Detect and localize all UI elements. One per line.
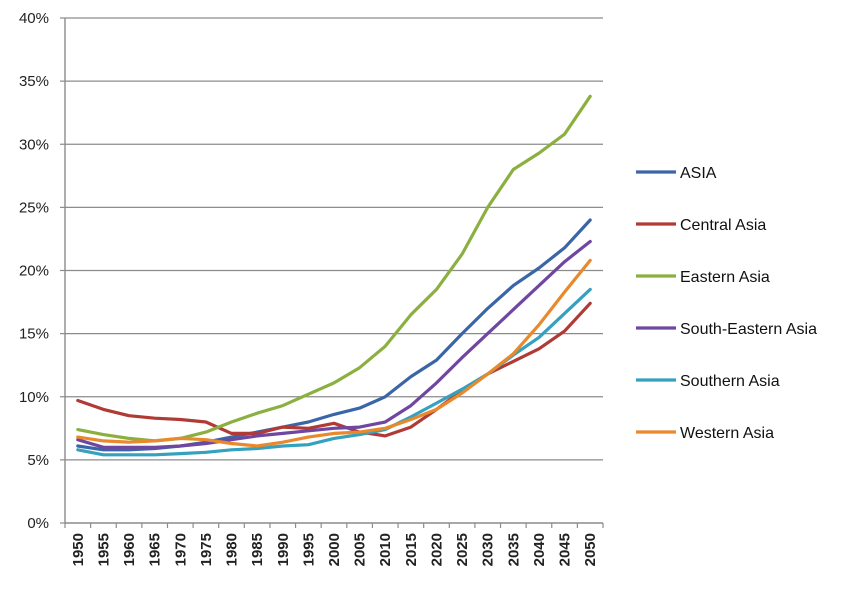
x-tick-label: 1950 [70,533,87,566]
x-tick-label: 1975 [198,533,215,566]
x-tick-label: 2040 [531,533,548,566]
series-line-south-eastern-asia [76,239,592,449]
y-tick-label: 5% [27,452,49,469]
y-tick-label: 35% [19,73,49,90]
x-tick-label: 1955 [95,533,112,566]
x-tick-label: 2005 [352,533,369,566]
y-tick-label: 40% [19,10,49,27]
legend-label-southern-asia: Southern Asia [680,373,780,390]
series-line-central-asia [76,301,592,438]
y-tick-label: 25% [19,199,49,216]
x-tick-label: 2000 [326,533,343,566]
legend-label-eastern-asia: Eastern Asia [680,269,770,286]
legend-label-asia: ASIA [680,165,717,182]
x-tick-label: 1995 [300,533,317,566]
x-tick-label: 2015 [403,533,420,566]
x-tick-label: 2010 [377,533,394,566]
x-tick-label: 1965 [147,533,164,566]
series-line-southern-asia [76,287,592,457]
series-line-asia [76,218,592,452]
x-tick-label: 1990 [275,533,292,566]
series-line-western-asia [76,258,592,448]
legend-label-western-asia: Western Asia [680,425,774,442]
x-tick-label: 1970 [172,533,189,566]
legend-label-south-eastern-asia: South-Eastern Asia [680,321,817,338]
y-tick-label: 30% [19,136,49,153]
x-tick-label: 2035 [505,533,522,566]
series-line-eastern-asia [76,94,592,443]
x-tick-label: 1960 [121,533,138,566]
x-tick-label: 2045 [557,533,574,566]
y-tick-label: 10% [19,389,49,406]
x-tick-label: 1985 [249,533,266,566]
y-tick-label: 0% [27,515,49,532]
x-tick-label: 2020 [428,533,445,566]
x-tick-label: 1980 [224,533,241,566]
legend-label-central-asia: Central Asia [680,217,766,234]
x-tick-label: 2030 [480,533,497,566]
x-tick-label: 2025 [454,533,471,566]
y-tick-label: 15% [19,326,49,343]
y-tick-label: 20% [19,263,49,280]
x-tick-label: 2050 [582,533,599,566]
